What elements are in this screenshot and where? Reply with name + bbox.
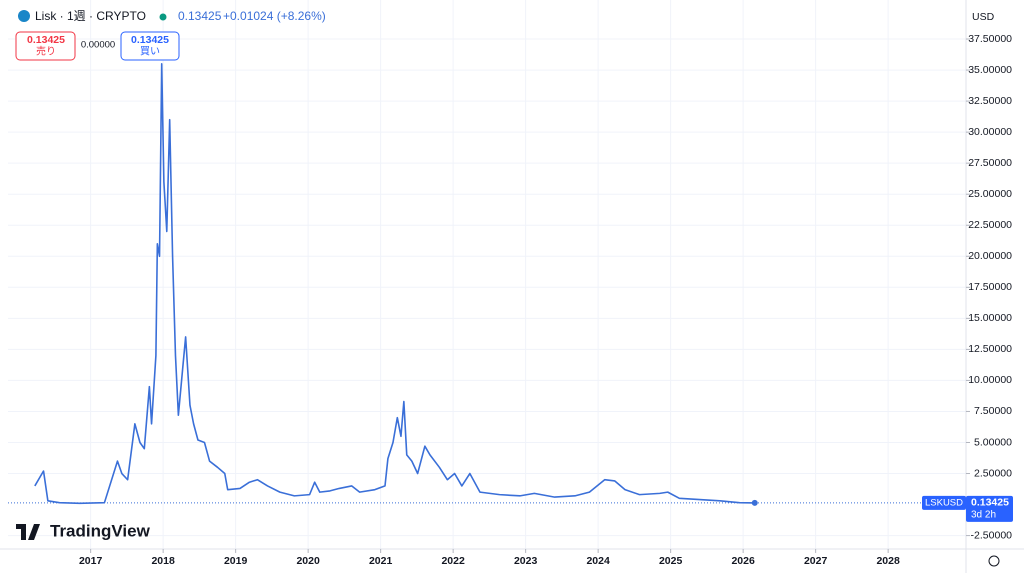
symbol-icon [18, 10, 30, 22]
x-tick-label: 2018 [151, 555, 175, 567]
y-tick-label: 22.50000 [968, 219, 1012, 231]
y-tick-label: 12.50000 [968, 343, 1012, 355]
y-tick-label: 30.00000 [968, 126, 1012, 138]
x-tick-label: 2024 [586, 555, 610, 567]
buy-button[interactable] [120, 31, 180, 61]
y-tick-label: 27.50000 [968, 157, 1012, 169]
buy-price[interactable]: 0.13425 [131, 34, 169, 46]
symbol-title: Lisk · 1週 · CRYPTO [35, 9, 146, 23]
y-tick-label: 20.00000 [968, 250, 1012, 262]
price-label-box [966, 495, 1013, 522]
y-tick-label: -2.50000 [971, 529, 1013, 541]
price-change: +0.01024 (+8.26%) [223, 9, 326, 23]
x-tick-label: 2026 [731, 555, 755, 567]
price-line [34, 63, 755, 505]
y-tick-label: 10.00000 [968, 374, 1012, 386]
y-tick-label: 35.00000 [968, 64, 1012, 76]
settings-icon[interactable] [988, 555, 1000, 567]
y-tick-label: 17.50000 [968, 281, 1012, 293]
currency[interactable]: USD [972, 11, 995, 23]
x-tick-label: 2019 [224, 555, 248, 567]
x-tick-label: 2021 [369, 555, 393, 567]
price-label-symbol: LSKUSD [925, 497, 963, 508]
price-label-symbol-box [922, 495, 966, 510]
market-status [159, 13, 167, 21]
x-tick-label: 2022 [441, 555, 465, 567]
x-tick-label: 2027 [804, 555, 828, 567]
x-tick-label: 2028 [876, 555, 900, 567]
countdown: 3d 2h [971, 510, 996, 521]
x-tick-label: 2017 [79, 555, 103, 567]
y-tick-label: 15.00000 [968, 312, 1012, 324]
last-point [751, 499, 758, 506]
y-tick-label: 37.50000 [968, 33, 1012, 45]
x-tick-label: 2023 [514, 555, 538, 567]
spread: 0.00000 [81, 40, 115, 51]
x-tick-label: 2020 [296, 555, 320, 567]
y-tick-label: 32.50000 [968, 95, 1012, 107]
buy-label[interactable]: 買い [140, 46, 160, 58]
y-tick-label: 25.00000 [968, 188, 1012, 200]
logo-icon [16, 524, 40, 540]
price-label-value: 0.13425 [971, 497, 1009, 509]
sell-label[interactable]: 売り [36, 45, 56, 58]
sell-button[interactable] [15, 31, 76, 61]
logo-text: TradingView [50, 521, 151, 540]
y-tick-label: 7.50000 [974, 405, 1012, 417]
x-tick-label: 2025 [659, 555, 683, 567]
y-tick-label: 5.00000 [974, 436, 1012, 448]
last-price: 0.13425 [178, 9, 222, 23]
sell-price[interactable]: 0.13425 [27, 34, 65, 46]
y-tick-label: 2.50000 [974, 467, 1012, 479]
